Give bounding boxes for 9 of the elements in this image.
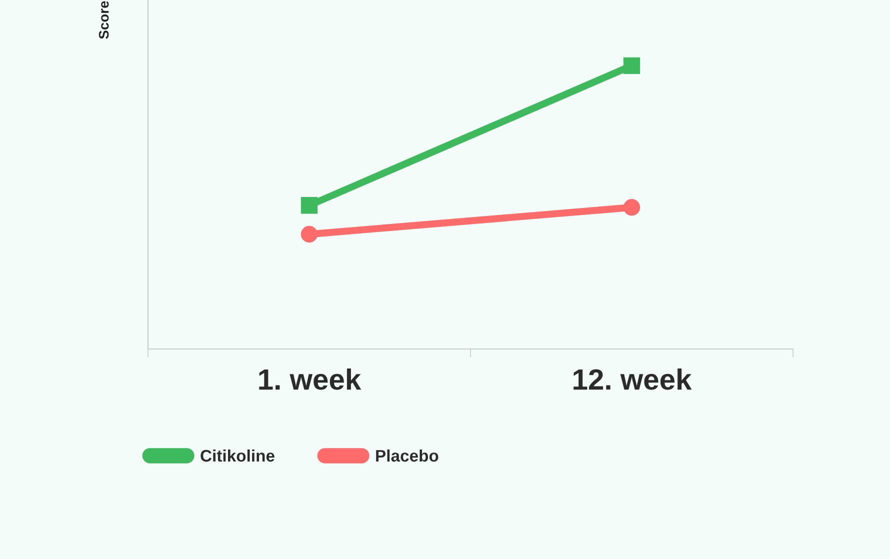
x-tick-label: 1. week: [259, 368, 362, 390]
point: [300, 226, 318, 243]
legend-label: Citikoline: [200, 449, 274, 462]
point: [623, 57, 640, 74]
x-tick-label: 12. week: [574, 368, 692, 390]
point: [300, 197, 318, 214]
y-axis-title: Score: [98, 1, 109, 39]
point: [623, 199, 640, 216]
legend-label: Placebo: [376, 449, 438, 462]
